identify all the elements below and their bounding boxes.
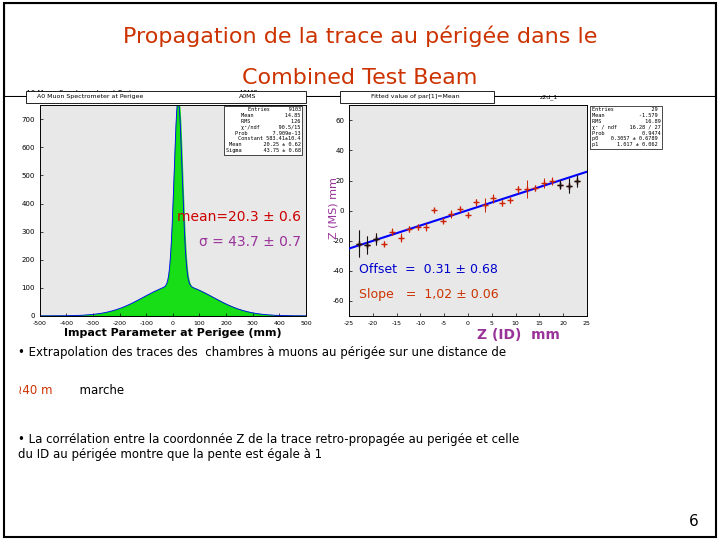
Text: Entries      9103
Mean          14.85
RMS             126
χ²/ndf      90.5/15
Pr: Entries 9103 Mean 14.85 RMS 126 χ²/ndf 9… [225, 107, 301, 153]
Text: Offset  =  0.31 ± 0.68: Offset = 0.31 ± 0.68 [359, 263, 498, 276]
Text: z2d_1: z2d_1 [539, 94, 557, 100]
FancyBboxPatch shape [27, 91, 306, 103]
Text: Propagation de la trace au périgée dans le: Propagation de la trace au périgée dans … [123, 25, 597, 46]
Text: marche: marche [72, 384, 124, 397]
Text: Z (ID)  mm: Z (ID) mm [477, 328, 560, 342]
Text: Impact Parameter at Perigee (mm): Impact Parameter at Perigee (mm) [64, 328, 282, 339]
Text: ≀40 m: ≀40 m [18, 384, 53, 397]
Text: Slope   =  1,02 ± 0.06: Slope = 1,02 ± 0.06 [359, 288, 498, 301]
Text: mean=20.3 ± 0.6: mean=20.3 ± 0.6 [176, 210, 301, 224]
Text: Combined Test Beam: Combined Test Beam [243, 68, 477, 89]
Text: A0MS: A0MS [239, 90, 259, 96]
FancyBboxPatch shape [340, 91, 494, 103]
Text: Entries            29
Mean           -1.579
RMS              16.89
χ² / ndf    1: Entries 29 Mean -1.579 RMS 16.89 χ² / nd… [592, 107, 660, 147]
Text: • Extrapolation des traces des  chambres à muons au périgée sur une distance de: • Extrapolation des traces des chambres … [18, 346, 506, 359]
Text: A0 Muon Spectrometer at Perigee: A0 Muon Spectrometer at Perigee [27, 90, 144, 96]
Text: A0 Muon Spectrometer at Perigee: A0 Muon Spectrometer at Perigee [37, 94, 143, 99]
Text: Z (MS) mm: Z (MS) mm [328, 177, 338, 239]
Text: Fitted value of par[1]=Mean: Fitted value of par[1]=Mean [372, 94, 460, 99]
Text: • La corrélation entre la coordonnée Z de la trace retro-propagée au perigée et : • La corrélation entre la coordonnée Z d… [18, 433, 519, 461]
Text: A0MS: A0MS [239, 94, 257, 99]
Text: σ = 43.7 ± 0.7: σ = 43.7 ± 0.7 [199, 235, 301, 249]
Text: 6: 6 [688, 514, 698, 529]
